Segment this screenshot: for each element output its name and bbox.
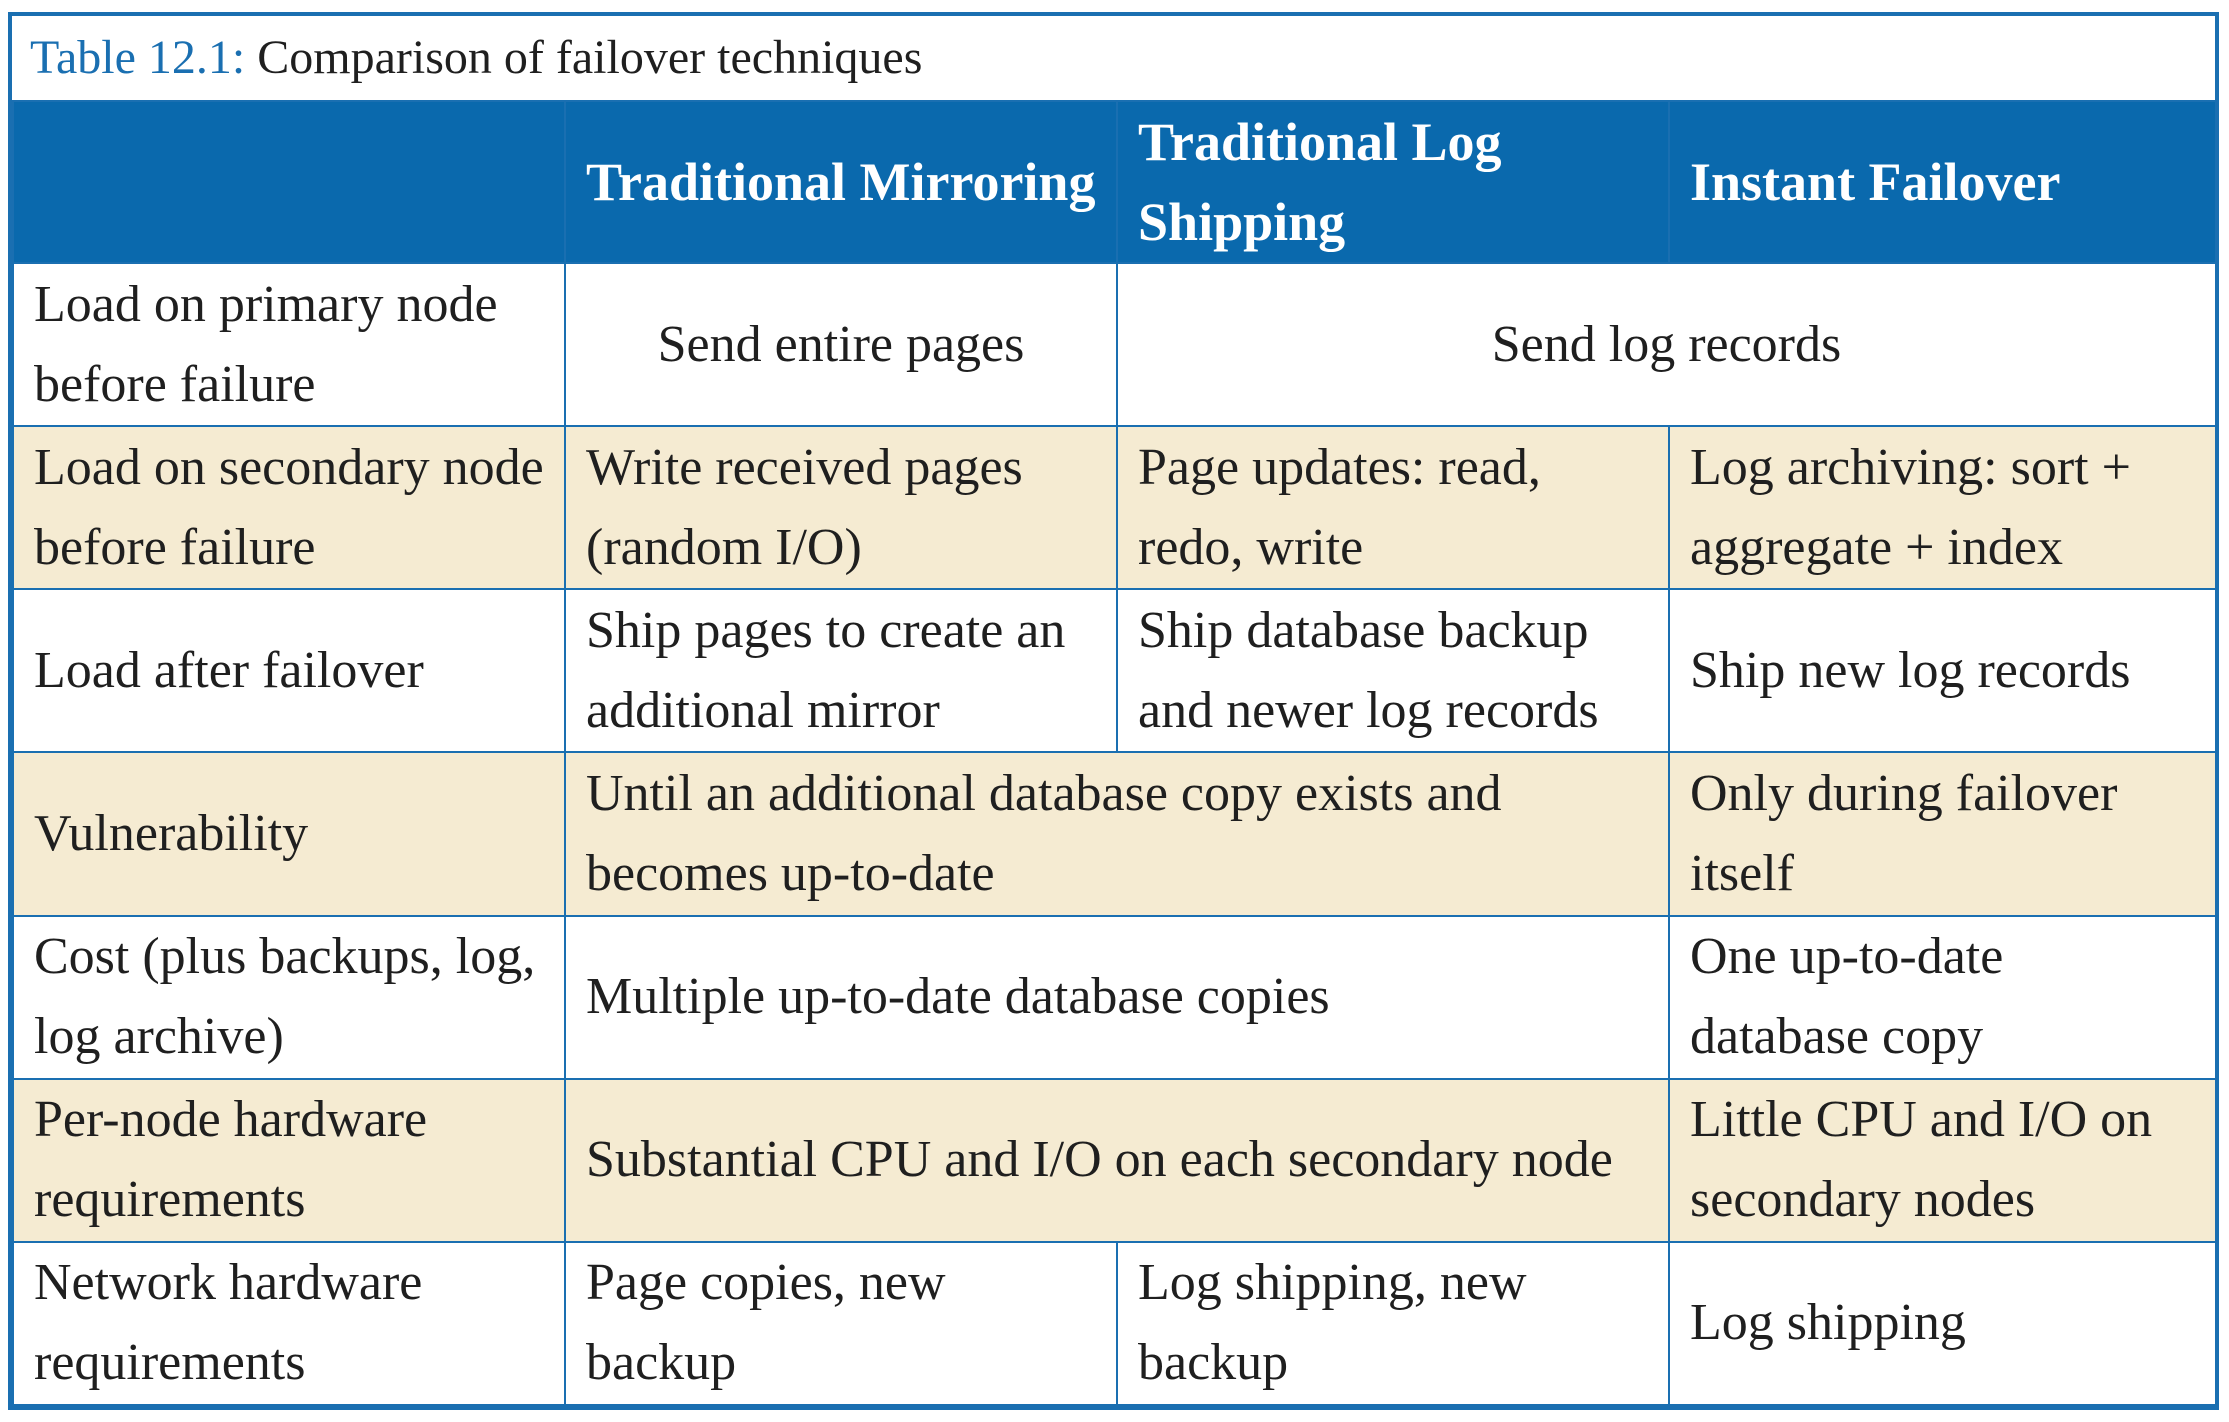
table-row: Load on secondary node before failure Wr… — [12, 425, 2217, 591]
caption-label: Table 12.1: — [30, 31, 246, 84]
cell-mirroring: Ship pages to create an additional mirro… — [564, 588, 1118, 754]
cell-log-shipping: Page updates: read, redo, write — [1116, 425, 1670, 591]
cell-traditional: Multiple up-to-date database copies — [564, 914, 1670, 1080]
row-label: Load on secondary node before failure — [12, 425, 566, 591]
row-label: Cost (plus backups, log, log archive) — [12, 914, 566, 1080]
header-empty — [12, 100, 566, 264]
row-label: Per-node hardware requirements — [12, 1077, 566, 1243]
row-label: Vulnerability — [12, 751, 566, 917]
cell-mirroring: Send entire pages — [564, 261, 1118, 428]
cell-instant: Ship new log records — [1668, 588, 2217, 754]
cell-log-shipping: Log shipping, new backup — [1116, 1240, 1670, 1407]
row-label: Load after failover — [12, 588, 566, 754]
cell-instant: One up-to-date database copy — [1668, 914, 2217, 1080]
failover-comparison-table: Traditional Mirroring Traditional Log Sh… — [12, 100, 2217, 1407]
cell-log-shipping-and-instant: Send log records — [1116, 261, 2217, 428]
table-row: Load on primary node before failure Send… — [12, 261, 2217, 428]
cell-traditional: Until an additional database copy exists… — [564, 751, 1670, 917]
table-row: Per-node hardware requirements Substanti… — [12, 1077, 2217, 1243]
header-traditional-mirroring: Traditional Mirroring — [564, 100, 1118, 264]
table-row: Vulnerability Until an additional databa… — [12, 751, 2217, 917]
cell-instant: Only during failover itself — [1668, 751, 2217, 917]
header-traditional-log-shipping: Traditional Log Shipping — [1116, 100, 1670, 264]
table-frame: Table 12.1: Comparison of failover techn… — [8, 12, 2219, 1410]
cell-instant: Log shipping — [1668, 1240, 2217, 1407]
header-row: Traditional Mirroring Traditional Log Sh… — [12, 100, 2217, 264]
table-caption: Table 12.1: Comparison of failover techn… — [12, 16, 2215, 100]
cell-instant: Little CPU and I/O on secondary nodes — [1668, 1077, 2217, 1243]
cell-log-shipping: Ship database backup and newer log recor… — [1116, 588, 1670, 754]
row-label: Load on primary node before failure — [12, 261, 566, 428]
row-label: Network hardware requirements — [12, 1240, 566, 1407]
cell-traditional: Substantial CPU and I/O on each secondar… — [564, 1077, 1670, 1243]
cell-mirroring: Write received pages (random I/O) — [564, 425, 1118, 591]
table-row: Cost (plus backups, log, log archive) Mu… — [12, 914, 2217, 1080]
cell-mirroring: Page copies, new backup — [564, 1240, 1118, 1407]
cell-instant: Log archiving: sort + aggregate + index — [1668, 425, 2217, 591]
table-row: Network hardware requirements Page copie… — [12, 1240, 2217, 1407]
table-row: Load after failover Ship pages to create… — [12, 588, 2217, 754]
header-instant-failover: Instant Failover — [1668, 100, 2217, 264]
caption-text: Comparison of failover techniques — [257, 31, 923, 84]
